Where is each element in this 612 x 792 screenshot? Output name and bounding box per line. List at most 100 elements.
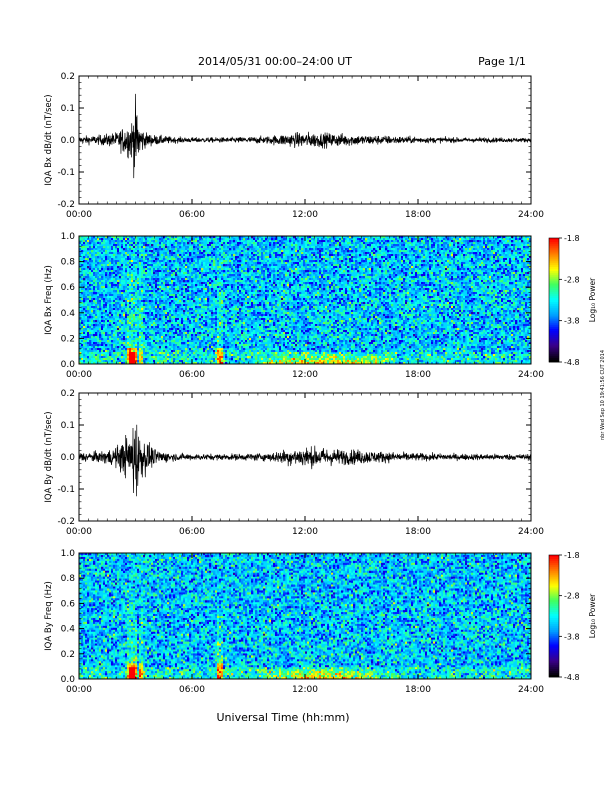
spectrogram-cell bbox=[229, 240, 231, 242]
spectrogram-cell bbox=[163, 316, 165, 318]
spectrogram-cell bbox=[129, 242, 131, 244]
spectrogram-cell bbox=[101, 240, 103, 242]
spectrogram-cell bbox=[163, 288, 165, 290]
spectrogram-cell bbox=[255, 304, 257, 306]
spectrogram-cell bbox=[171, 288, 173, 290]
spectrogram-cell bbox=[219, 324, 221, 326]
spectrogram-cell bbox=[217, 278, 219, 280]
spectrogram-cell bbox=[197, 298, 199, 300]
spectrogram-cell bbox=[229, 266, 231, 268]
spectrogram-cell bbox=[191, 248, 193, 250]
spectrogram-cell bbox=[83, 348, 85, 350]
spectrogram-cell bbox=[287, 264, 289, 266]
spectrogram-cell bbox=[235, 276, 237, 278]
spectrogram-cell bbox=[117, 286, 119, 288]
spectrogram-cell bbox=[97, 348, 99, 350]
spectrogram-cell bbox=[199, 306, 201, 308]
spectrogram-cell bbox=[135, 358, 137, 360]
spectrogram-cell bbox=[173, 260, 175, 262]
spectrogram-cell bbox=[85, 316, 87, 318]
spectrogram-cell bbox=[225, 242, 227, 244]
spectrogram-cell bbox=[281, 348, 283, 350]
spectrogram-cell bbox=[101, 280, 103, 282]
spectrogram-cell bbox=[119, 328, 121, 330]
spectrogram-cell bbox=[213, 300, 215, 302]
spectrogram-cell bbox=[135, 276, 137, 278]
spectrogram-cell bbox=[215, 358, 217, 360]
spectrogram-cell bbox=[255, 244, 257, 246]
spectrogram-cell bbox=[221, 326, 223, 328]
spectrogram-cell bbox=[215, 320, 217, 322]
spectrogram-cell bbox=[97, 300, 99, 302]
spectrogram-cell bbox=[123, 320, 125, 322]
spectrogram-cell bbox=[87, 246, 89, 248]
spectrogram-cell bbox=[93, 286, 95, 288]
spectrogram-cell bbox=[175, 318, 177, 320]
spectrogram-cell bbox=[233, 248, 235, 250]
spectrogram-cell bbox=[239, 284, 241, 286]
spectrogram-cell bbox=[293, 326, 295, 328]
spectrogram-cell bbox=[207, 246, 209, 248]
spectrogram-cell bbox=[249, 340, 251, 342]
spectrogram-cell bbox=[265, 356, 267, 358]
spectrogram-cell bbox=[219, 310, 221, 312]
spectrogram-cell bbox=[235, 314, 237, 316]
spectrogram-cell bbox=[141, 262, 143, 264]
spectrogram-cell bbox=[115, 246, 117, 248]
spectrogram-cell bbox=[89, 290, 91, 292]
spectrogram-cell bbox=[253, 300, 255, 302]
spectrogram-cell bbox=[201, 310, 203, 312]
spectrogram-cell bbox=[211, 268, 213, 270]
spectrogram-cell bbox=[237, 346, 239, 348]
spectrogram-cell bbox=[179, 352, 181, 354]
spectrogram-cell bbox=[197, 260, 199, 262]
spectrogram-cell bbox=[255, 252, 257, 254]
spectrogram-cell bbox=[185, 248, 187, 250]
spectrogram-cell bbox=[95, 284, 97, 286]
spectrogram-cell bbox=[245, 298, 247, 300]
spectrogram-cell bbox=[181, 270, 183, 272]
spectrogram-cell bbox=[255, 300, 257, 302]
spectrogram-cell bbox=[135, 254, 137, 256]
spectrogram-cell bbox=[213, 246, 215, 248]
spectrogram-cell bbox=[129, 356, 131, 358]
spectrogram-cell bbox=[165, 274, 167, 276]
spectrogram-cell bbox=[237, 294, 239, 296]
spectrogram-cell bbox=[261, 248, 263, 250]
spectrogram-cell bbox=[149, 250, 151, 252]
spectrogram-cell bbox=[289, 334, 291, 336]
spectrogram-cell bbox=[137, 332, 139, 334]
spectrogram-cell bbox=[259, 244, 261, 246]
spectrogram-cell bbox=[281, 308, 283, 310]
spectrogram-cell bbox=[269, 272, 271, 274]
spectrogram-cell bbox=[175, 288, 177, 290]
spectrogram-cell bbox=[261, 360, 263, 362]
spectrogram-cell bbox=[129, 296, 131, 298]
spectrogram-cell bbox=[265, 290, 267, 292]
spectrogram-cell bbox=[195, 294, 197, 296]
spectrogram-cell bbox=[129, 314, 131, 316]
spectrogram-cell bbox=[157, 318, 159, 320]
spectrogram-cell bbox=[131, 258, 133, 260]
spectrogram-cell bbox=[89, 356, 91, 358]
spectrogram-cell bbox=[193, 336, 195, 338]
spectrogram-cell bbox=[157, 334, 159, 336]
spectrogram-cell bbox=[95, 266, 97, 268]
spectrogram-cell bbox=[97, 356, 99, 358]
spectrogram-cell bbox=[267, 304, 269, 306]
spectrogram-cell bbox=[137, 276, 139, 278]
spectrogram-cell bbox=[267, 276, 269, 278]
spectrogram-cell bbox=[277, 248, 279, 250]
spectrogram-cell bbox=[81, 248, 83, 250]
spectrogram-cell bbox=[211, 310, 213, 312]
spectrogram-cell bbox=[163, 276, 165, 278]
spectrogram-cell bbox=[183, 254, 185, 256]
spectrogram-cell bbox=[113, 256, 115, 258]
spectrogram-cell bbox=[227, 264, 229, 266]
page-number: Page 1/1 bbox=[478, 55, 526, 68]
spectrogram-cell bbox=[245, 352, 247, 354]
spectrogram-cell bbox=[211, 270, 213, 272]
spectrogram-cell bbox=[185, 336, 187, 338]
spectrogram-cell bbox=[151, 310, 153, 312]
spectrogram-cell bbox=[251, 248, 253, 250]
